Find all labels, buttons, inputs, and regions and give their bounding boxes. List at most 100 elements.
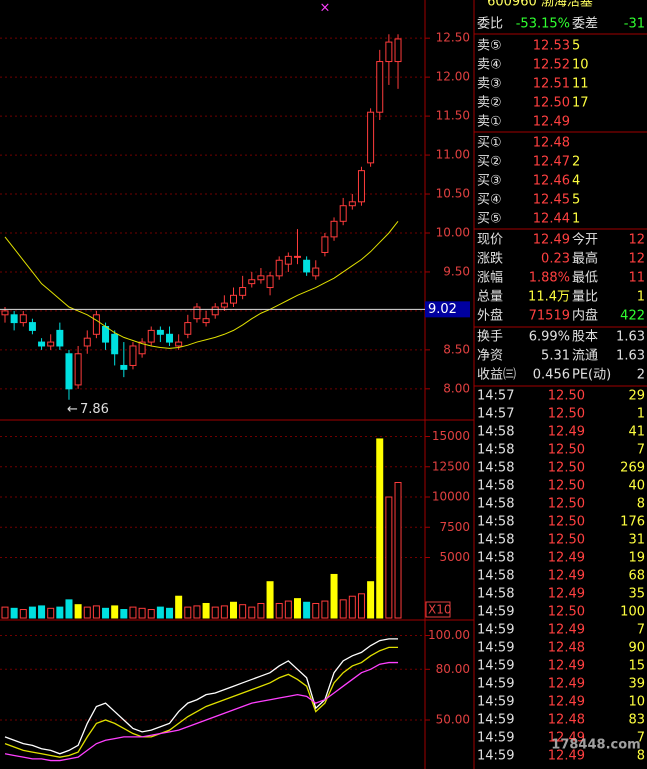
stock-title: 600960 渤海活塞 (487, 0, 593, 10)
candle-body (184, 322, 192, 335)
volume-bar (330, 573, 338, 619)
row-label: 卖① (477, 115, 502, 130)
y-tick-label: 10.50 (436, 187, 470, 201)
row-value: 12.47 (533, 155, 570, 170)
row-value: 0.456 (533, 368, 570, 383)
candle-body (38, 341, 46, 347)
tick-volume: 83 (628, 713, 645, 728)
tick-volume: 7 (637, 623, 645, 638)
tick-time: 14:58 (477, 515, 514, 530)
candle-body (330, 220, 338, 238)
row-value: 12.44 (533, 212, 570, 227)
volume-bar (321, 600, 329, 619)
volume-bar (47, 607, 55, 619)
y-tick-label: 80.00 (436, 662, 470, 676)
tick-price: 12.50 (548, 605, 585, 620)
candle-body (166, 333, 174, 343)
tick-price: 12.48 (548, 641, 585, 656)
row-label: 买③ (477, 174, 502, 189)
tick-price: 12.49 (548, 587, 585, 602)
row-label: 卖② (477, 96, 502, 111)
indicator-line (4, 661, 399, 762)
candle-body (220, 302, 228, 308)
volume-bar (65, 599, 73, 619)
tick-time: 14:59 (477, 713, 514, 728)
candle-body (111, 333, 119, 355)
volume-bar (266, 581, 274, 619)
tick-volume: 8 (637, 497, 645, 512)
row-label: 卖④ (477, 58, 502, 73)
candle-body (230, 294, 237, 304)
row-value: 12.45 (533, 193, 570, 208)
tick-volume: 31 (628, 533, 645, 548)
volume-bar (184, 606, 192, 619)
row-value: 12.52 (533, 58, 570, 73)
tick-price: 12.50 (548, 479, 585, 494)
tick-price: 12.49 (548, 623, 585, 638)
tick-time: 14:59 (477, 641, 514, 656)
candle-body (303, 259, 311, 273)
tick-price: 12.49 (548, 551, 585, 566)
row-label: 委比 (477, 17, 503, 32)
row-value: 1.88% (529, 271, 570, 286)
row-value: 6.99% (529, 330, 570, 345)
row-label: 买② (477, 155, 502, 170)
candle-body (312, 267, 320, 277)
row-label: 收益㈢ (477, 368, 516, 383)
candle-body (385, 41, 393, 63)
volume-bar (293, 598, 301, 619)
volume-bar (120, 609, 128, 619)
volume-bar (28, 606, 36, 619)
tick-volume: 8 (637, 749, 645, 764)
row-value: 11 (628, 271, 645, 286)
volume-bar (83, 606, 91, 619)
row-label: 2 (572, 155, 580, 170)
tick-price: 12.50 (548, 515, 585, 530)
row-label: 委差 (572, 17, 598, 32)
volume-bar (147, 609, 155, 619)
tick-price: 12.49 (548, 569, 585, 584)
candle-body (102, 325, 110, 343)
candle-body (129, 345, 137, 366)
tick-volume: 1 (637, 407, 645, 422)
tick-price: 12.48 (548, 713, 585, 728)
volume-bar (1, 606, 9, 619)
volume-bar (220, 605, 228, 619)
row-label: 现价 (477, 233, 503, 248)
tick-volume: 7 (637, 731, 645, 746)
candle-body (284, 255, 292, 265)
row-label: 量比 (572, 290, 598, 305)
row-value: 1 (637, 290, 645, 305)
y-tick-label: 11.00 (436, 148, 470, 162)
volume-bar (339, 599, 347, 619)
row-label: 外盘 (477, 308, 503, 324)
tick-time: 14:58 (477, 425, 514, 440)
tick-volume: 7 (637, 443, 645, 458)
tick-volume: 40 (628, 479, 645, 494)
tick-time: 14:59 (477, 731, 514, 746)
tick-price: 12.49 (548, 425, 585, 440)
unit-box (425, 601, 451, 618)
candle-body (83, 337, 91, 347)
tick-price: 12.49 (548, 677, 585, 692)
volume-bar (175, 595, 183, 619)
tick-time: 14:59 (477, 677, 514, 692)
candle-body (376, 61, 384, 113)
tick-price: 12.49 (548, 695, 585, 710)
ma-line (4, 220, 399, 349)
tick-price: 12.50 (548, 407, 585, 422)
volume-bar (129, 606, 137, 619)
candle-body (257, 275, 265, 281)
tick-price: 12.50 (548, 461, 585, 476)
candle-body (138, 341, 146, 355)
tick-volume: 19 (628, 551, 645, 566)
candle-body (65, 353, 73, 390)
row-value: 11.4万 (528, 290, 570, 305)
row-label: 5 (572, 39, 580, 54)
row-label: 最低 (572, 271, 598, 286)
candle-body (293, 255, 301, 258)
volume-bar (56, 606, 64, 619)
tick-volume: 35 (628, 587, 645, 602)
row-value: 0.23 (541, 252, 570, 267)
volume-bar (385, 496, 393, 619)
